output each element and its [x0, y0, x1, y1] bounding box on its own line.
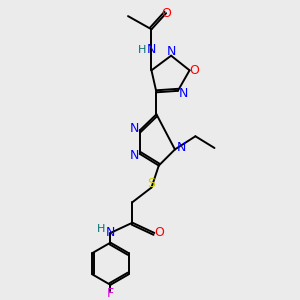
- Text: H: H: [97, 224, 105, 234]
- Text: N: N: [106, 226, 115, 239]
- Text: N: N: [130, 149, 140, 162]
- Text: N: N: [167, 45, 176, 58]
- Text: N: N: [178, 87, 188, 100]
- Text: N: N: [130, 122, 140, 135]
- Text: S: S: [148, 177, 155, 190]
- Text: O: O: [161, 7, 171, 20]
- Text: N: N: [177, 142, 186, 154]
- Text: O: O: [154, 226, 164, 239]
- Text: F: F: [107, 287, 114, 300]
- Text: O: O: [190, 64, 200, 77]
- Text: H: H: [138, 45, 146, 55]
- Text: N: N: [147, 43, 156, 56]
